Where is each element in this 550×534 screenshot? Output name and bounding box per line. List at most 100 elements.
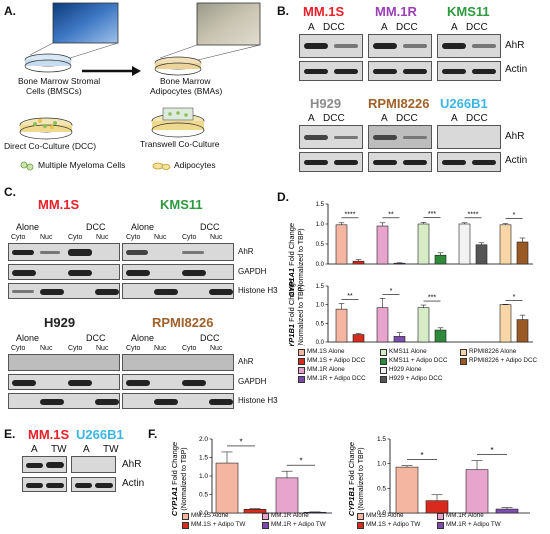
c-gapdh-label: GAPDH [238,267,267,276]
blot-c-mm1s-ahr [8,243,120,261]
y-tick-label: 1.5 [316,284,325,290]
bar [434,254,447,265]
c-cyto-2: Cyto [182,345,197,352]
b-cell-kms11: KMS11 [447,4,490,19]
blot-b-u266-ahr [437,125,501,149]
legend-label: RPMI8226 + Adipo DCC [469,357,538,364]
b-lane-dcc: DCC [323,113,345,124]
b-cell-h929: H929 [310,96,342,111]
c-cell-h929: H929 [44,315,76,330]
significance-label: * [513,212,516,219]
blot-b-h929-actin [299,152,363,172]
significance-label: ** [388,211,394,218]
bar [215,462,239,514]
c-gapdh-label-2: GAPDH [238,377,267,386]
adipocyte-icon [152,162,164,170]
c-dcc-2: DCC [86,333,106,343]
bar [465,469,489,514]
blot-b-mm1r-ahr [368,34,432,58]
b-cell-rpmi8226: RPMI8226 [368,96,430,111]
legend-swatch [460,358,467,365]
legend-label: MM.1R Alone [307,366,345,373]
legend-label: MM.1R Alone [446,512,484,519]
y-tick-label: 0.0 [316,262,325,268]
b-lane-dcc: DCC [396,22,418,33]
legend-label: MM.1S + Adipo DCC [307,357,366,364]
y-tick-label: 0.0 [316,340,325,346]
c-dcc: DCC [200,222,220,232]
blot-c-h929-ahr [8,354,120,371]
significance-label: *** [428,211,436,218]
significance-label: **** [345,211,356,218]
bar [352,334,365,343]
blot-c-rpmi-gapdh [122,374,234,390]
bar [303,511,327,514]
blot-c-rpmi-ahr [122,354,234,371]
c-dcc-2: DCC [200,333,220,343]
y-tick-label: 0.5 [316,321,325,327]
bmsc-micrograph [52,2,119,44]
legend-swatch [182,522,189,529]
legend-label: KMS11 + Adipo DCC [389,357,448,364]
b-lane-dcc: DCC [396,113,418,124]
blot-c-h929-gapdh [8,374,120,390]
legend-swatch [262,522,269,529]
b-lane-dcc: DCC [323,22,345,33]
legend-swatch [182,513,189,520]
c-cyto: Cyto [11,234,26,241]
legend-label: MM.1S Alone [366,512,404,519]
legend-label: MM.1S Alone [307,348,345,355]
legend-swatch [357,513,364,520]
bar [393,336,406,343]
b-lane-dcc: DCC [466,113,488,124]
c-cyto: Cyto [182,234,197,241]
c-nuc: Nuc [210,234,223,241]
b-lane-a: A [451,113,458,124]
significance-label: * [490,446,493,455]
bmsc-label-1: Bone Marrow Stromal [18,76,101,86]
mm-cells-label: Multiple Myeloma Cells [38,160,126,170]
f-right-ylabel: CYP1B1 Fold Change [347,442,356,516]
c-alone-2: Alone [131,333,155,343]
c-cell-mm1s: MM.1S [38,197,80,212]
c-dcc: DCC [86,222,106,232]
blot-c-h929-histone [8,393,120,409]
f-left-ylabel: CYP1A1 Fold Change [170,442,179,516]
d-top-ylabel-norm: (Normalized to TBP) [298,228,305,291]
b-ahr-label-2: AhR [505,131,525,142]
bar [335,308,348,343]
legend-swatch [298,376,305,383]
y-tick-label: 0.5 [316,242,325,248]
legend-label: MM.1R + Adipo TW [271,521,326,528]
blot-c-mm1s-histone [8,283,120,299]
b-actin-label: Actin [505,64,528,75]
bar [275,477,299,514]
c-cyto: Cyto [126,234,141,241]
legend-swatch [380,376,387,383]
y-tick-label: 1.5 [377,436,386,443]
e-cell-u266b1: U266B1 [76,427,124,442]
c-alone: Alone [131,222,155,232]
bma-label-2: Adipocytes (BMAs) [150,86,223,96]
d-bottom-ylabel: CYP1B1 Fold Change [287,279,296,346]
y-tick-label: 1.5 [316,202,325,208]
blot-e-mm1s-actin [22,477,67,492]
blot-b-kms11-actin [437,61,501,81]
b-cell-mm1r: MM.1R [375,4,417,19]
y-tick-label: 0.5 [199,492,208,499]
legend-label: RPMI8226 Alone [469,348,517,355]
legend-swatch [437,513,444,520]
significance-label: *** [428,295,436,302]
blot-e-mm1s-ahr [22,456,67,473]
bar [417,223,430,265]
legend-label: MM.1S Alone [191,512,229,519]
panel-label-d: D. [277,190,289,204]
bmsc-label-2: Cells (BMSCs) [26,86,82,96]
bar [335,224,348,265]
legend-swatch [262,513,269,520]
blot-b-rpmi-ahr [368,125,432,149]
panel-label-a: A. [4,4,16,18]
f-right-legend: MM.1S Alone MM.1S + Adipo TW MM.1R Alone MM… [357,512,547,534]
legend-swatch [437,522,444,529]
significance-label: * [239,437,242,446]
